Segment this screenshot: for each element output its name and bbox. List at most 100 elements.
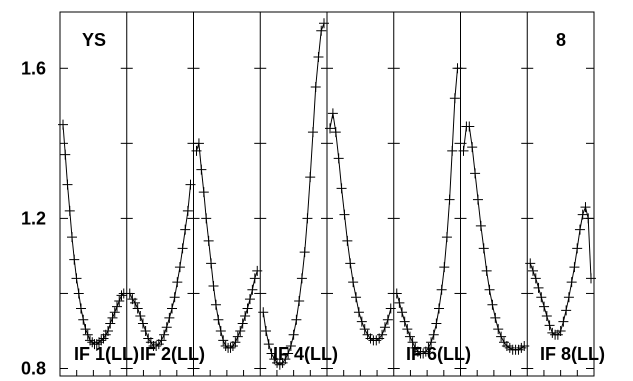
data-point xyxy=(78,314,89,325)
data-point xyxy=(237,318,248,329)
corner-label-left: YS xyxy=(82,30,106,50)
data-point xyxy=(69,254,80,265)
panel-label: IF 8(LL) xyxy=(540,344,605,364)
data-point xyxy=(391,288,402,299)
data-point xyxy=(431,318,442,329)
data-point xyxy=(132,303,143,314)
data-point xyxy=(572,243,583,254)
data-point xyxy=(172,277,183,288)
data-point xyxy=(164,312,175,323)
data-point xyxy=(348,277,359,288)
data-point xyxy=(583,213,594,224)
data-point xyxy=(96,335,107,346)
data-point xyxy=(310,82,321,93)
data-point xyxy=(114,295,125,306)
data-point xyxy=(291,314,302,325)
data-point xyxy=(580,202,591,213)
data-point xyxy=(441,232,452,243)
series-line-panel-2 xyxy=(129,184,191,347)
data-point xyxy=(208,280,219,291)
data-point xyxy=(196,164,207,175)
panel-label: IF 4(LL) xyxy=(273,344,338,364)
data-point xyxy=(305,172,316,183)
data-point xyxy=(345,258,356,269)
data-point xyxy=(470,168,481,179)
series-line-panel-4 xyxy=(262,23,325,366)
data-point xyxy=(493,324,504,335)
data-point xyxy=(213,314,224,325)
data-point xyxy=(536,292,547,303)
data-point xyxy=(566,277,577,288)
data-point xyxy=(436,284,447,295)
data-point xyxy=(60,149,71,160)
data-point xyxy=(371,335,382,346)
data-point xyxy=(316,25,327,36)
data-point xyxy=(103,325,113,336)
data-point xyxy=(342,235,353,246)
data-point xyxy=(528,265,539,276)
data-point xyxy=(325,123,335,134)
data-point xyxy=(263,339,274,350)
data-point xyxy=(353,307,364,318)
panel-dividers xyxy=(126,12,528,376)
data-point xyxy=(377,329,388,340)
data-point xyxy=(156,335,167,346)
data-point xyxy=(62,179,73,190)
data-point xyxy=(504,342,515,353)
data-point xyxy=(193,138,204,149)
panel-label: IF 2(LL) xyxy=(140,344,205,364)
data-point xyxy=(307,127,318,138)
data-point xyxy=(327,108,338,119)
data-point xyxy=(484,284,495,295)
data-point xyxy=(336,183,347,194)
data-point xyxy=(185,179,196,190)
data-point xyxy=(215,325,226,336)
data-point xyxy=(547,327,558,338)
data-point xyxy=(235,325,246,336)
data-point xyxy=(402,324,413,335)
data-point xyxy=(232,331,243,342)
data-point xyxy=(130,297,141,308)
data-point xyxy=(252,265,263,276)
data-point xyxy=(167,303,178,314)
data-point xyxy=(330,127,341,138)
data-point xyxy=(558,316,569,327)
corner-label-right: 8 xyxy=(556,30,566,50)
series-line-panel-7 xyxy=(463,126,525,351)
data-point xyxy=(206,258,217,269)
data-point xyxy=(574,224,585,235)
data-point xyxy=(299,247,310,258)
data-point xyxy=(586,273,596,284)
data-point xyxy=(447,145,458,156)
data-point xyxy=(519,340,530,351)
series-line-panel-1 xyxy=(62,124,125,345)
data-point xyxy=(201,213,212,224)
data-point xyxy=(449,93,460,104)
data-point xyxy=(58,119,68,130)
data-point xyxy=(82,329,93,340)
data-point xyxy=(418,348,429,359)
data-point xyxy=(533,282,544,293)
data-point xyxy=(191,145,202,156)
data-point xyxy=(280,354,291,365)
data-point xyxy=(225,342,236,353)
data-point xyxy=(481,265,492,276)
data-point xyxy=(385,303,396,314)
data-point xyxy=(382,314,393,325)
data-point xyxy=(71,273,82,284)
data-point xyxy=(169,292,180,303)
data-point xyxy=(496,331,507,342)
data-point xyxy=(261,325,272,336)
data-point xyxy=(240,310,251,321)
data-point xyxy=(487,299,498,310)
data-point xyxy=(182,205,193,216)
data-point xyxy=(423,342,434,353)
data-point xyxy=(555,325,566,336)
data-point xyxy=(67,232,77,243)
y-axis-tick-labels: 0.8 1.2 1.6 xyxy=(21,58,46,378)
data-point xyxy=(109,307,120,318)
data-point xyxy=(490,312,501,323)
series-line-panel-5 xyxy=(329,113,392,341)
data-point xyxy=(475,220,486,231)
